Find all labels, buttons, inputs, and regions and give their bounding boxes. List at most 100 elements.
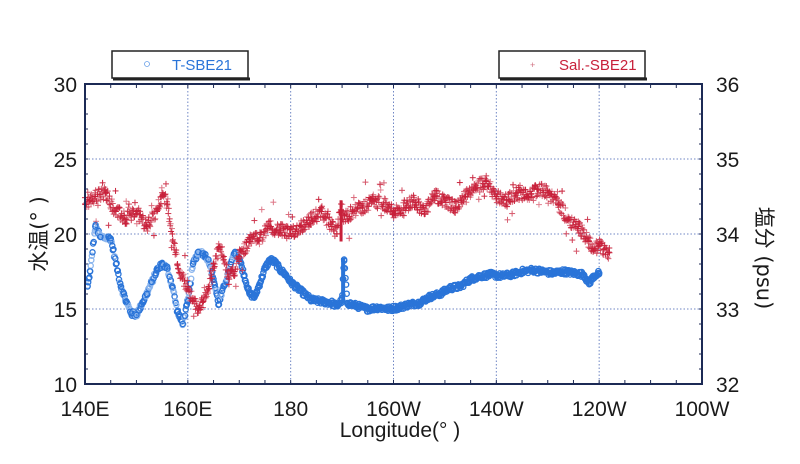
salinity-point: [318, 208, 325, 215]
temperature-point: [549, 269, 557, 277]
salinity-point: [246, 238, 253, 245]
temperature-point: [158, 260, 166, 268]
salinity-point: [330, 219, 337, 226]
salinity-point: [262, 232, 269, 239]
salinity-point: [380, 179, 387, 186]
temperature-point: [137, 305, 144, 312]
salinity-point: [195, 306, 202, 312]
temperature-point: [590, 272, 598, 280]
x-tick-label: 120W: [572, 398, 627, 421]
temperature-point: [436, 290, 444, 298]
temperature-point: [559, 268, 567, 275]
temperature-point: [90, 238, 97, 246]
temperature-point: [174, 308, 181, 316]
salinity-point: [190, 313, 197, 320]
salinity-point: [555, 201, 562, 207]
temperature-point: [143, 290, 150, 298]
salinity-point: [563, 230, 570, 237]
temperature-point: [477, 272, 485, 280]
temperature-point: [318, 298, 325, 305]
salinity-point: [92, 187, 99, 194]
salinity-point: [290, 223, 297, 230]
salinity-point: [441, 197, 448, 204]
x-tick-label: 160E: [163, 398, 212, 421]
salinity-point: [481, 193, 488, 200]
salinity-point: [509, 210, 516, 217]
salinity-point: [168, 228, 175, 235]
salinity-point: [209, 279, 216, 286]
salinity-point: [504, 216, 511, 223]
temperature-point: [487, 271, 495, 278]
y-right-tick-labels: 32 33 34 35 36: [716, 74, 740, 397]
salinity-point: [575, 223, 582, 230]
temperature-point: [277, 266, 284, 274]
salinity-point: [162, 180, 169, 187]
salinity-point: [203, 293, 210, 300]
temperature-point: [241, 272, 248, 280]
salinity-point: [503, 197, 510, 204]
salinity-point: [241, 251, 248, 258]
temperature-point: [333, 302, 341, 310]
temperature-point: [539, 268, 546, 275]
salinity-point: [112, 187, 119, 194]
temperature-point: [117, 283, 125, 290]
salinity-point: [165, 205, 172, 212]
salinity-point: [312, 206, 319, 213]
y-right-tick-label: 32: [716, 374, 739, 397]
temperature-point: [138, 301, 145, 308]
salinity-point: [585, 244, 592, 251]
temperature-point: [457, 283, 464, 290]
salinity-point: [186, 294, 193, 301]
salinity-point: [483, 178, 490, 185]
temperature-point: [164, 265, 171, 272]
y-left-tick-label: 10: [54, 374, 77, 397]
salinity-point: [210, 261, 217, 267]
legend-circle-marker-icon: [144, 61, 150, 67]
temperature-point: [183, 301, 191, 308]
salinity-point: [313, 218, 320, 225]
salinity-point: [284, 223, 291, 230]
salinity-point: [123, 216, 130, 222]
salinity-point: [236, 258, 243, 265]
temperature-point: [173, 301, 180, 309]
temperature-point: [148, 278, 156, 286]
temperature-point: [220, 283, 228, 290]
salinity-point: [534, 186, 541, 192]
salinity-point: [352, 212, 359, 219]
salinity-point: [112, 208, 119, 215]
temperature-point: [529, 266, 536, 274]
salinity-point: [569, 237, 576, 244]
temperature-point: [86, 274, 93, 281]
salinity-point: [370, 191, 377, 198]
salinity-point: [189, 298, 196, 305]
salinity-point: [319, 205, 326, 212]
salinity-point: [478, 176, 485, 183]
salinity-point: [251, 217, 258, 224]
salinity-point: [279, 221, 286, 228]
salinity-point: [559, 188, 566, 195]
salinity-point: [373, 203, 380, 210]
salinity-point: [205, 283, 212, 290]
temperature-point: [467, 275, 474, 283]
salinity-point: [94, 202, 101, 209]
temperature-point: [354, 302, 361, 310]
salinity-point: [430, 196, 437, 203]
salinity-point: [188, 288, 195, 295]
y-left-tick-label: 25: [54, 149, 77, 172]
salinity-point: [524, 193, 531, 200]
salinity-point: [411, 197, 418, 204]
salinity-point: [214, 255, 221, 262]
salinity-point: [469, 189, 476, 196]
salinity-point: [231, 268, 238, 275]
salinity-point: [187, 288, 194, 295]
salinity-point: [460, 198, 467, 205]
salinity-point: [324, 208, 331, 215]
salinity-point: [362, 179, 369, 186]
salinity-point: [346, 235, 353, 242]
salinity-point: [162, 191, 169, 198]
salinity-point: [497, 189, 504, 196]
salinity-point: [93, 218, 100, 225]
salinity-point: [605, 255, 612, 262]
salinity-point: [123, 198, 130, 205]
salinity-point: [452, 204, 459, 211]
